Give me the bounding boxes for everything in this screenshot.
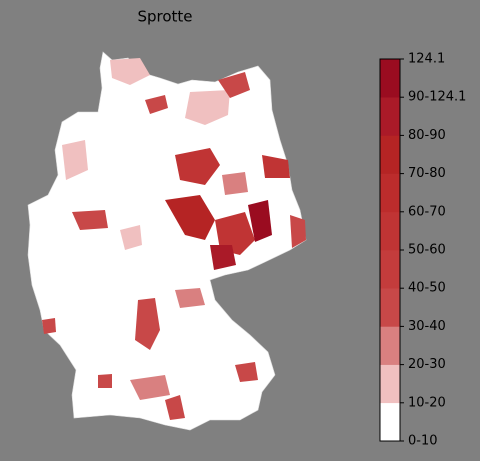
- region: [98, 374, 112, 388]
- colorbar-band: [380, 211, 400, 251]
- region: [42, 318, 56, 334]
- colorbar-band: [380, 288, 400, 327]
- colorbar-label: 20-30: [408, 357, 446, 372]
- region: [218, 72, 250, 98]
- colorbar-label: 80-90: [408, 128, 446, 143]
- colorbar-band: [380, 97, 400, 136]
- region: [262, 155, 290, 178]
- colorbar-label: 10-20: [408, 395, 446, 410]
- region: [62, 140, 88, 180]
- region: [72, 210, 108, 230]
- colorbar-band: [380, 402, 400, 442]
- colorbar-label: 30-40: [408, 319, 446, 334]
- region: [248, 200, 272, 242]
- colorbar-label: 0-10: [408, 434, 438, 449]
- region: [290, 215, 306, 248]
- colorbar-band: [380, 59, 400, 98]
- colorbar-label: 50-60: [408, 243, 446, 258]
- region: [130, 375, 170, 400]
- region: [135, 298, 160, 350]
- region: [110, 58, 150, 85]
- region: [175, 288, 205, 308]
- region: [165, 395, 185, 420]
- region: [120, 225, 142, 250]
- region: [222, 172, 248, 195]
- colorbar-band: [380, 173, 400, 213]
- colorbar-band: [380, 250, 400, 289]
- region: [185, 90, 230, 125]
- region: [210, 245, 236, 270]
- region: [165, 195, 215, 240]
- colorbar-band: [380, 364, 400, 404]
- colorbar-label: 70-80: [408, 166, 446, 181]
- colorbar: 0-10 10-20 20-30 30-40 40-50 50-60 60-70 70-80 8…: [379, 52, 466, 449]
- country-outline: [27, 51, 307, 431]
- colorbar-label: 124.1: [408, 52, 445, 67]
- colorbar-label: 60-70: [408, 204, 446, 219]
- map-title: Sprotte: [137, 8, 192, 26]
- germany-map: [27, 51, 307, 431]
- colorbar-band: [380, 135, 400, 174]
- colorbar-band: [380, 326, 400, 365]
- region: [235, 362, 258, 382]
- region: [145, 95, 168, 114]
- colorbar-label: 90-124.1: [408, 90, 466, 105]
- colorbar-label: 40-50: [408, 281, 446, 296]
- region: [175, 148, 220, 185]
- region: [215, 212, 255, 255]
